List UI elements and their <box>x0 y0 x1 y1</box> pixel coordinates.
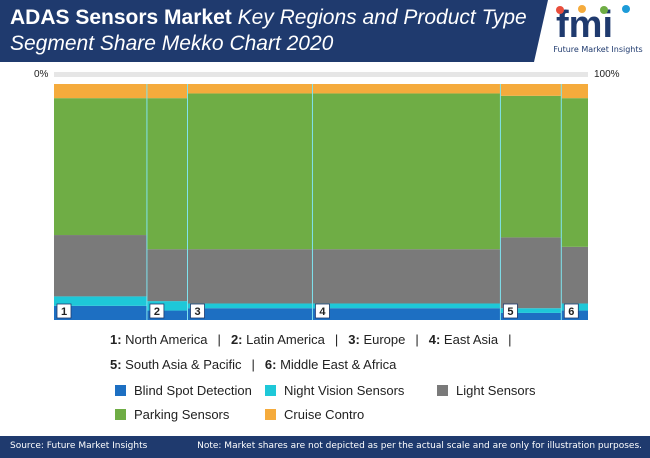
mekko-segment-3-light-sensors <box>187 249 313 304</box>
region-legend-line-1: 1: North America | 2: Latin America | 3: Eur… <box>110 332 570 347</box>
mekko-segment-2-parking-sensors <box>146 98 188 250</box>
mekko-segment-3-night-vision-sensors <box>187 303 313 309</box>
mekko-segment-4-blind-spot-detection <box>312 308 501 320</box>
legend-item-cruise-contro: Cruise Contro <box>265 407 364 423</box>
mekko-segment-5-cruise-contro <box>500 84 562 96</box>
mekko-segment-1-cruise-contro <box>54 84 147 99</box>
mekko-segment-2-blind-spot-detection <box>146 310 188 320</box>
mekko-segment-3-blind-spot-detection <box>187 308 313 320</box>
region-legend-entry: 1: North America <box>110 332 208 347</box>
mekko-segment-2-cruise-contro <box>146 84 188 99</box>
legend-separator: | <box>251 357 255 372</box>
region-legend-entry: 3: Europe <box>348 332 406 347</box>
region-legend-entry: 5: South Asia & Pacific <box>110 357 242 372</box>
legend-item-blind-spot-detection: Blind Spot Detection <box>115 383 252 399</box>
region-number-label: 1 <box>61 306 67 318</box>
legend-label: Cruise Contro <box>284 407 365 422</box>
legend-separator: | <box>334 332 339 347</box>
region-number-box <box>149 303 165 319</box>
region-number-box <box>56 303 72 319</box>
mekko-segment-4-night-vision-sensors <box>312 303 501 309</box>
legend-swatch <box>437 385 448 396</box>
mekko-segment-3-parking-sensors <box>187 93 313 250</box>
legend-item-night-vision-sensors: Night Vision Sensors <box>265 383 404 399</box>
logo-caption: Future Market Insights <box>553 45 643 54</box>
mekko-segment-4-cruise-contro <box>312 84 501 94</box>
legend-item-parking-sensors: Parking Sensors <box>115 407 229 423</box>
region-number-label: 4 <box>319 306 326 318</box>
mekko-segment-1-blind-spot-detection <box>54 305 147 320</box>
footer-note: Note: Market shares are not depicted as … <box>197 441 642 451</box>
mekko-segment-6-parking-sensors <box>561 98 588 247</box>
mekko-segment-1-parking-sensors <box>54 98 147 236</box>
mekko-segment-1-light-sensors <box>54 235 147 297</box>
region-number-label: 3 <box>194 306 200 318</box>
region-legend-entry: 2: Latin America <box>230 332 325 347</box>
legend-swatch <box>115 385 126 396</box>
legend-label: Parking Sensors <box>134 407 230 422</box>
mekko-segment-6-light-sensors <box>561 246 588 304</box>
mekko-segment-5-night-vision-sensors <box>500 308 562 313</box>
title-bold: ADAS Sensors Market <box>10 6 232 29</box>
footer-bar: Source: Future Market Insights Note: Mar… <box>0 436 650 458</box>
mekko-segment-2-night-vision-sensors <box>146 301 188 311</box>
mekko-segment-6-cruise-contro <box>561 84 588 99</box>
legend-label: Night Vision Sensors <box>284 383 405 398</box>
region-number-box <box>190 303 205 319</box>
legend-separator: | <box>415 332 419 347</box>
legend-separator: | <box>217 332 221 347</box>
legend-swatch <box>265 409 276 420</box>
mekko-segment-1-night-vision-sensors <box>54 296 147 306</box>
mekko-segment-2-light-sensors <box>146 249 188 302</box>
mekko-segment-5-blind-spot-detection <box>500 312 562 320</box>
region-number-box <box>315 303 330 319</box>
mekko-segment-3-cruise-contro <box>187 84 313 94</box>
legend-label: Blind Spot Detection <box>134 383 252 398</box>
logo-panel <box>534 0 650 62</box>
mekko-segment-4-light-sensors <box>312 249 501 304</box>
region-number-label: 6 <box>568 306 574 318</box>
region-number-label: 2 <box>154 306 160 318</box>
region-legend-entry: 6: Middle East & Africa <box>264 357 397 372</box>
chart-title: ADAS Sensors Market Key Regions and Prod… <box>10 5 530 57</box>
legend-swatch <box>115 409 126 420</box>
axis-left-label: 0% <box>34 69 49 80</box>
region-legend-entry: 4: East Asia <box>428 332 499 347</box>
region-legend-line-2: 5: South Asia & Pacific | 6: Middle East &… <box>110 357 570 372</box>
mekko-segment-4-parking-sensors <box>312 93 501 250</box>
region-number-box <box>503 303 518 319</box>
fmi-logo-icon: fmi <box>556 4 630 44</box>
region-number-label: 5 <box>507 306 513 318</box>
region-number-box <box>563 303 579 319</box>
legend-item-light-sensors: Light Sensors <box>437 383 536 399</box>
mekko-segment-5-light-sensors <box>500 237 562 309</box>
legend-swatch <box>265 385 276 396</box>
mekko-segment-5-parking-sensors <box>500 95 562 238</box>
axis-track <box>54 72 588 77</box>
legend-separator: | <box>508 332 512 347</box>
legend-label: Light Sensors <box>456 383 536 398</box>
title-rest: Key Regions and Product Type Segment Sha… <box>10 6 527 55</box>
axis-right-label: 100% <box>594 69 620 80</box>
footer-source: Source: Future Market Insights <box>10 441 148 451</box>
